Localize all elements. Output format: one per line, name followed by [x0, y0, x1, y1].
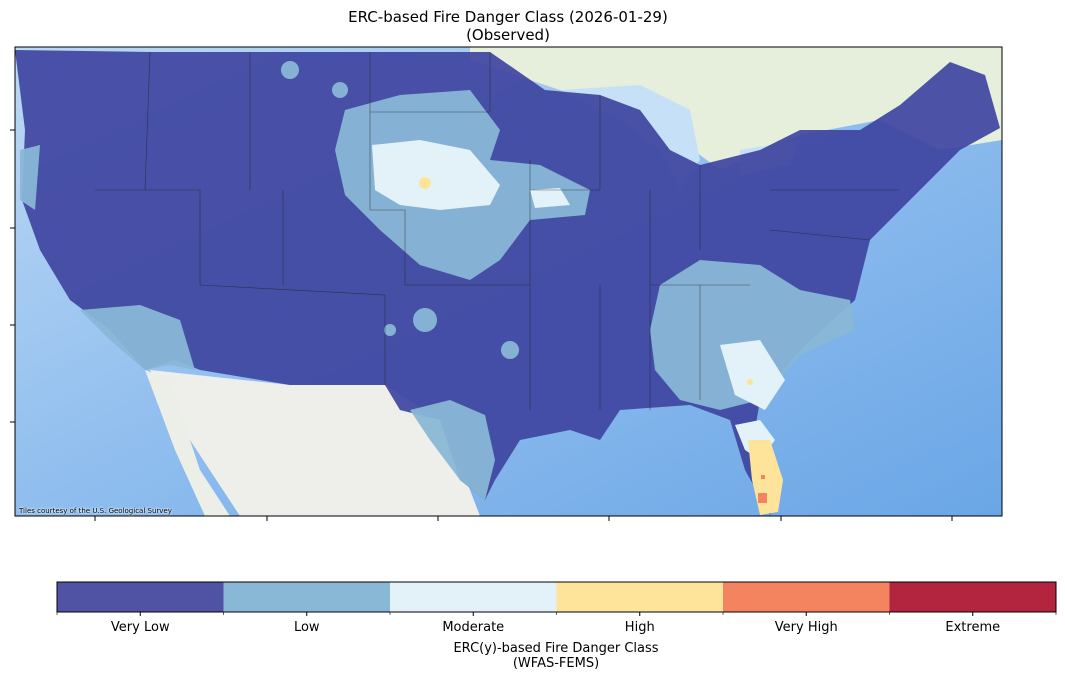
class-high-regions [419, 177, 783, 515]
mexico-land [150, 370, 480, 516]
colorbar-label: Very High [774, 620, 838, 635]
colorbar-segment-very-high [723, 582, 890, 612]
attribution-text: Tiles courtesy of the U.S. Geological Su… [19, 507, 172, 515]
chart-subtitle: (Observed) [466, 26, 550, 44]
map-area[interactable] [15, 47, 1002, 516]
class-very-high-regions [758, 475, 767, 503]
colorbar-segment-low [223, 582, 391, 612]
colorbar-segment-moderate [390, 582, 557, 612]
colorbar-label: Very Low [110, 620, 170, 635]
colorbar-subtitle: (WFAS-FEMS) [512, 656, 600, 671]
colorbar-frame [56, 581, 1057, 613]
map-frame [14, 46, 1003, 517]
colorbar-title: ERC(y)-based Fire Danger Class [453, 641, 659, 656]
colorbar-segment-extreme [889, 582, 1057, 612]
canada-land [470, 47, 1002, 170]
colorbar-label: Low [293, 620, 320, 635]
colorbar-label: Extreme [945, 620, 1001, 635]
state-boundaries [95, 51, 900, 410]
chart-title: ERC-based Fire Danger Class (2026-01-29) [348, 8, 668, 26]
colorbar-label: Moderate [442, 620, 505, 635]
colorbar-segment-very-low [57, 582, 224, 612]
colorbar-label: High [624, 620, 655, 635]
baja-land [145, 370, 230, 516]
colorbar-segment-high [556, 582, 724, 612]
